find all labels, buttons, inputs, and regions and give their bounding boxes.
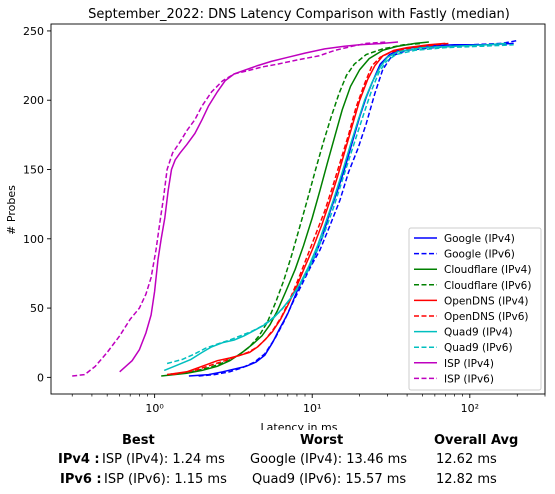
best-header: Best <box>122 433 155 448</box>
x-tick-label: 10¹ <box>303 402 321 415</box>
series-line-quad9-ipv4 <box>163 42 507 372</box>
x-tick-label: 10⁰ <box>145 402 164 415</box>
y-axis-label: # Probes <box>5 185 18 235</box>
series-line-isp-ipv6 <box>72 41 388 377</box>
worst-header: Worst <box>300 433 344 448</box>
legend-entry-cloudflare-ipv6: Cloudflare (IPv6) <box>444 280 531 292</box>
legend-entry-quad9-ipv4: Quad9 (IPv4) <box>444 327 513 339</box>
latency-chart: September_2022: DNS Latency Comparison w… <box>5 7 546 430</box>
y-tick-label: 100 <box>23 233 44 246</box>
y-tick-label: 0 <box>37 371 44 384</box>
y-tick-label: 50 <box>30 302 44 315</box>
x-tick-label: 10² <box>461 402 479 415</box>
legend-entry-isp-ipv6: ISP (IPv6) <box>444 373 494 385</box>
ipv4-avg-value: 12.62 ms <box>436 452 497 467</box>
ipv4-row-label: IPv4 : <box>58 452 100 467</box>
y-tick-label: 150 <box>23 164 44 177</box>
x-axis-label: Latency in ms <box>261 421 338 430</box>
legend-entry-cloudflare-ipv4: Cloudflare (IPv4) <box>444 264 531 276</box>
ipv6-row-label: IPv6 : <box>60 472 102 487</box>
series-line-quad9-ipv6 <box>166 44 514 365</box>
overall-avg-header: Overall Avg <box>434 433 519 448</box>
chart-title: September_2022: DNS Latency Comparison w… <box>88 7 510 22</box>
legend: Google (IPv4) Google (IPv6) Cloudflare (IP… <box>408 227 542 391</box>
ipv4-best-value: ISP (IPv4): 1.24 ms <box>102 452 225 467</box>
ipv6-best-value: ISP (IPv6): 1.15 ms <box>104 472 227 487</box>
legend-entry-quad9-ipv6: Quad9 (IPv6) <box>444 342 513 354</box>
legend-entry-opendns-ipv4: OpenDNS (IPv4) <box>444 295 529 307</box>
series-line-cloudflare-ipv6 <box>167 42 423 376</box>
series-line-cloudflare-ipv4 <box>161 41 429 377</box>
legend-entry-isp-ipv4: ISP (IPv4) <box>444 358 494 370</box>
ipv6-worst-value: Quad9 (IPv6): 15.57 ms <box>252 472 407 487</box>
legend-entry-opendns-ipv6: OpenDNS (IPv6) <box>444 311 529 323</box>
legend-entry-google-ipv4: Google (IPv4) <box>444 233 515 245</box>
axes-frame <box>50 23 546 395</box>
ipv6-avg-value: 12.82 ms <box>436 472 497 487</box>
series-line-opendns-ipv4 <box>166 42 446 376</box>
y-tick-label: 200 <box>23 94 44 107</box>
ipv4-worst-value: Google (IPv4): 13.46 ms <box>250 452 408 467</box>
y-tick-label: 250 <box>23 25 44 38</box>
legend-entry-google-ipv6: Google (IPv6) <box>444 249 515 261</box>
series-line-opendns-ipv6 <box>172 42 451 376</box>
series-line-isp-ipv4 <box>119 41 399 373</box>
legend-box <box>408 227 542 391</box>
